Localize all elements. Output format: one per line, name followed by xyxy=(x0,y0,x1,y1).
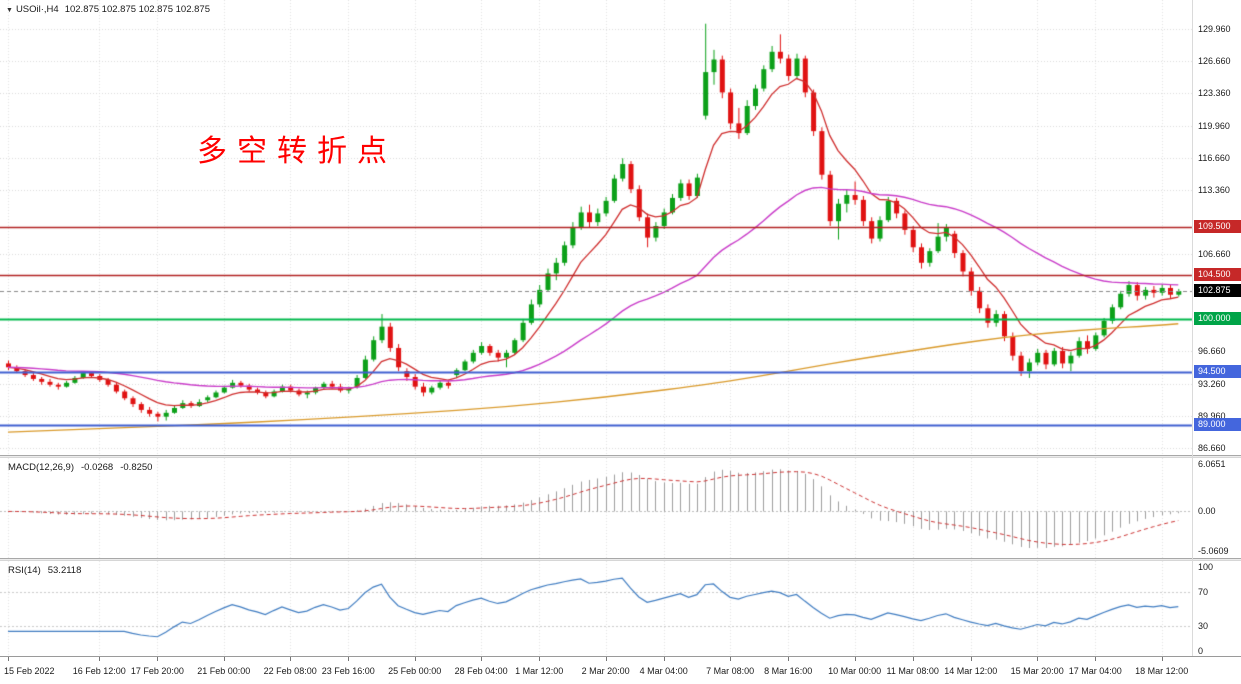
time-tick-mark xyxy=(971,657,972,661)
price-axis-label: 86.660 xyxy=(1198,443,1226,454)
time-axis-label: 1 Mar 12:00 xyxy=(515,666,564,676)
time-tick-mark xyxy=(1162,657,1163,661)
time-axis-label: 21 Feb 00:00 xyxy=(197,666,251,676)
price-axis-label: 89.960 xyxy=(1198,411,1226,422)
main-chart-canvas[interactable] xyxy=(0,0,1241,455)
time-axis-label: 23 Feb 16:00 xyxy=(321,666,375,676)
time-tick-mark xyxy=(606,657,607,661)
symbol-timeframe-label: USOil·,H4 xyxy=(15,4,59,15)
pane-separator[interactable] xyxy=(0,455,1241,458)
time-axis[interactable]: 15 Feb 2022 16 Feb 12:00 17 Feb 20:00 21 Fe… xyxy=(0,656,1241,684)
time-tick-mark xyxy=(348,657,349,661)
time-tick-mark xyxy=(664,657,665,661)
time-axis-label: 17 Feb 20:00 xyxy=(130,666,184,676)
rsi-title-bar: RSI(14) 53.2118 xyxy=(8,565,88,576)
macd-canvas[interactable] xyxy=(0,458,1241,558)
time-axis-label: 28 Feb 04:00 xyxy=(454,666,508,676)
macd-indicator-pane: MACD(12,26,9) -0.0268 -0.8250 6.0651 0.00 -5… xyxy=(0,458,1241,558)
time-axis-label: 16 Feb 12:00 xyxy=(72,666,126,676)
time-axis-label: 25 Feb 00:00 xyxy=(388,666,442,676)
time-axis-label: 17 Mar 04:00 xyxy=(1068,666,1122,676)
price-axis-label: 126.660 xyxy=(1198,55,1231,66)
rsi-canvas[interactable] xyxy=(0,561,1241,656)
rsi-name: RSI(14) xyxy=(8,565,41,576)
time-axis-label: 10 Mar 00:00 xyxy=(828,666,882,676)
time-axis-label: 8 Mar 16:00 xyxy=(764,666,813,676)
collapse-arrow-icon[interactable]: ▼ xyxy=(6,7,13,14)
price-level-badge: 104.500 xyxy=(1194,268,1241,282)
time-tick-mark xyxy=(290,657,291,661)
price-axis-label: 116.660 xyxy=(1198,152,1230,163)
time-tick-mark xyxy=(730,657,731,661)
trend-annotation[interactable]: 多空转折点 xyxy=(197,135,397,168)
rsi-axis-label: 0 xyxy=(1198,646,1204,656)
rsi-axis-label: 70 xyxy=(1198,587,1209,598)
rsi-axis[interactable]: 100 70 30 0 xyxy=(0,561,1241,656)
time-axis-label: 7 Mar 08:00 xyxy=(706,666,755,676)
rsi-value: 53.2118 xyxy=(47,565,82,576)
time-tick-mark xyxy=(481,657,482,661)
price-axis-label: 113.360 xyxy=(1198,184,1230,195)
price-level-badge: 94.500 xyxy=(1194,365,1241,379)
pane-separator[interactable] xyxy=(0,558,1241,561)
time-tick-mark xyxy=(1095,657,1096,661)
macd-axis-label: 0.00 xyxy=(1198,506,1216,517)
rsi-axis-label: 100 xyxy=(1198,562,1214,572)
time-tick-mark xyxy=(539,657,540,661)
time-tick-mark xyxy=(224,657,225,661)
time-axis-label: 14 Mar 12:00 xyxy=(944,666,998,676)
current-price-badge: 102.875 xyxy=(1194,284,1241,298)
price-level-badge: 100.000 xyxy=(1194,311,1241,325)
symbol-ohlc-bar: ▼ USOil·,H4 102.875 102.875 102.875 102.87… xyxy=(6,4,210,15)
time-axis-label: 22 Feb 08:00 xyxy=(263,666,317,676)
time-tick-mark xyxy=(99,657,100,661)
price-axis-label: 129.960 xyxy=(1198,23,1231,34)
time-tick-mark xyxy=(1037,657,1038,661)
price-level-badge: 109.500 xyxy=(1194,219,1241,233)
macd-main-value: -0.0268 xyxy=(81,462,114,473)
price-axis-label: 106.660 xyxy=(1198,249,1231,260)
price-axis-label: 119.960 xyxy=(1198,120,1230,131)
main-price-pane: ▼ USOil·,H4 102.875 102.875 102.875 102.87… xyxy=(0,0,1241,455)
axis-border-line xyxy=(1192,0,1193,656)
price-level-badge: 89.000 xyxy=(1194,418,1241,432)
price-axis[interactable]: 129.960 126.660 123.360 119.960 116.660 113.3… xyxy=(0,0,1241,455)
time-axis-label: 4 Mar 04:00 xyxy=(639,666,688,676)
time-tick-mark xyxy=(415,657,416,661)
rsi-indicator-pane: RSI(14) 53.2118 100 70 30 0 xyxy=(0,561,1241,656)
price-axis-label: 93.260 xyxy=(1198,379,1226,390)
time-tick-mark xyxy=(788,657,789,661)
time-axis-label: 18 Mar 12:00 xyxy=(1135,666,1189,676)
time-tick-mark xyxy=(8,657,9,661)
time-axis-label: 15 Mar 20:00 xyxy=(1010,666,1064,676)
macd-axis-label: 6.0651 xyxy=(1198,459,1226,469)
macd-axis[interactable]: 6.0651 0.00 -5.0609 xyxy=(0,458,1241,558)
macd-signal-value: -0.8250 xyxy=(120,462,153,473)
price-axis-label: 96.660 xyxy=(1198,346,1226,357)
time-tick-mark xyxy=(157,657,158,661)
time-axis-label: 15 Feb 2022 xyxy=(4,666,55,676)
time-tick-mark xyxy=(855,657,856,661)
macd-axis-label: -5.0609 xyxy=(1198,546,1229,556)
rsi-axis-label: 30 xyxy=(1198,620,1209,631)
price-axis-label: 123.360 xyxy=(1198,87,1231,98)
time-axis-label: 11 Mar 08:00 xyxy=(886,666,939,676)
macd-title-bar: MACD(12,26,9) -0.0268 -0.8250 xyxy=(8,462,159,473)
ohlc-values: 102.875 102.875 102.875 102.875 xyxy=(64,4,210,15)
time-tick-mark xyxy=(913,657,914,661)
time-axis-label: 2 Mar 20:00 xyxy=(581,666,630,676)
macd-name: MACD(12,26,9) xyxy=(8,462,74,473)
